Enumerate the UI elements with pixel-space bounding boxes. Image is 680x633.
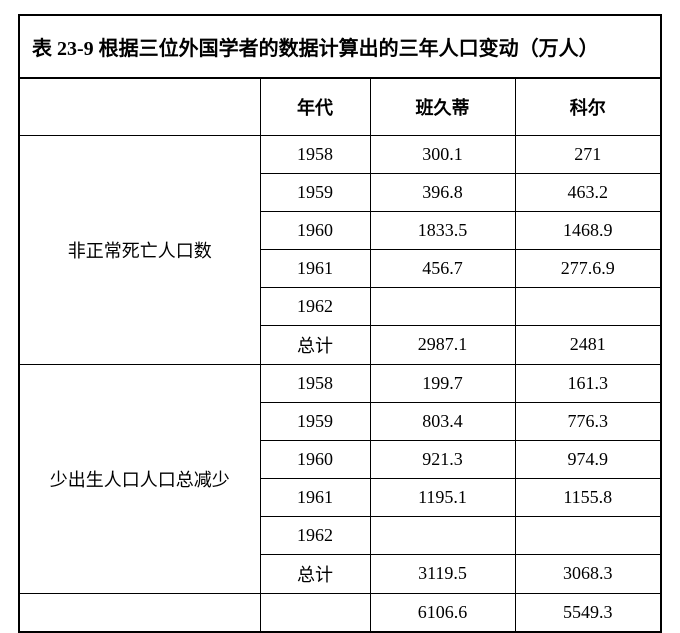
cell-source1: 2987.1 [370, 325, 515, 364]
cell-source1: 803.4 [370, 402, 515, 440]
cell-year: 1961 [260, 478, 370, 516]
grand-total-row: 6106.6 5549.3 [20, 593, 660, 631]
cell-source2: 2481 [515, 325, 660, 364]
header-source2: 科尔 [515, 79, 660, 135]
table-body: 非正常死亡人口数 1958 300.1 271 1959 396.8 463.2… [20, 135, 660, 631]
cell-source2: 277.6.9 [515, 249, 660, 287]
cell-source2 [515, 516, 660, 554]
cell-source1 [370, 287, 515, 325]
header-source1: 班久蒂 [370, 79, 515, 135]
cell-year: 1958 [260, 364, 370, 402]
cell-source2: 161.3 [515, 364, 660, 402]
cell-year: 1959 [260, 402, 370, 440]
table-header-row: 年代 班久蒂 科尔 [20, 79, 660, 135]
header-category [20, 79, 260, 135]
cell-source1: 456.7 [370, 249, 515, 287]
table-row: 少出生人口人口总减少 1958 199.7 161.3 [20, 364, 660, 402]
cell-source1 [370, 516, 515, 554]
table-title: 表 23-9 根据三位外国学者的数据计算出的三年人口变动（万人） [20, 16, 660, 79]
cell-source1: 3119.5 [370, 554, 515, 593]
section-label: 非正常死亡人口数 [20, 135, 260, 364]
cell-year: 1962 [260, 516, 370, 554]
population-table-container: 表 23-9 根据三位外国学者的数据计算出的三年人口变动（万人） 年代 班久蒂 … [18, 14, 662, 633]
cell-year: 总计 [260, 554, 370, 593]
grand-total-source1: 6106.6 [370, 593, 515, 631]
cell-year: 1960 [260, 211, 370, 249]
cell-source2: 1155.8 [515, 478, 660, 516]
cell-source2: 1468.9 [515, 211, 660, 249]
cell-source1: 1833.5 [370, 211, 515, 249]
grand-total-source2: 5549.3 [515, 593, 660, 631]
cell-year: 1960 [260, 440, 370, 478]
cell-source1: 199.7 [370, 364, 515, 402]
section-label: 少出生人口人口总减少 [20, 364, 260, 593]
cell-source2: 3068.3 [515, 554, 660, 593]
cell-source1: 1195.1 [370, 478, 515, 516]
cell-year: 1958 [260, 135, 370, 173]
header-year: 年代 [260, 79, 370, 135]
population-table: 年代 班久蒂 科尔 非正常死亡人口数 1958 300.1 271 1959 3… [20, 79, 660, 631]
cell-source2: 776.3 [515, 402, 660, 440]
cell-year: 1961 [260, 249, 370, 287]
cell-source1: 921.3 [370, 440, 515, 478]
table-row: 非正常死亡人口数 1958 300.1 271 [20, 135, 660, 173]
cell-source2: 974.9 [515, 440, 660, 478]
cell-source2: 463.2 [515, 173, 660, 211]
cell-source2: 271 [515, 135, 660, 173]
cell-source1: 396.8 [370, 173, 515, 211]
cell-year: 总计 [260, 325, 370, 364]
cell-source2 [515, 287, 660, 325]
grand-total-year [260, 593, 370, 631]
cell-year: 1962 [260, 287, 370, 325]
cell-year: 1959 [260, 173, 370, 211]
cell-source1: 300.1 [370, 135, 515, 173]
grand-total-label [20, 593, 260, 631]
